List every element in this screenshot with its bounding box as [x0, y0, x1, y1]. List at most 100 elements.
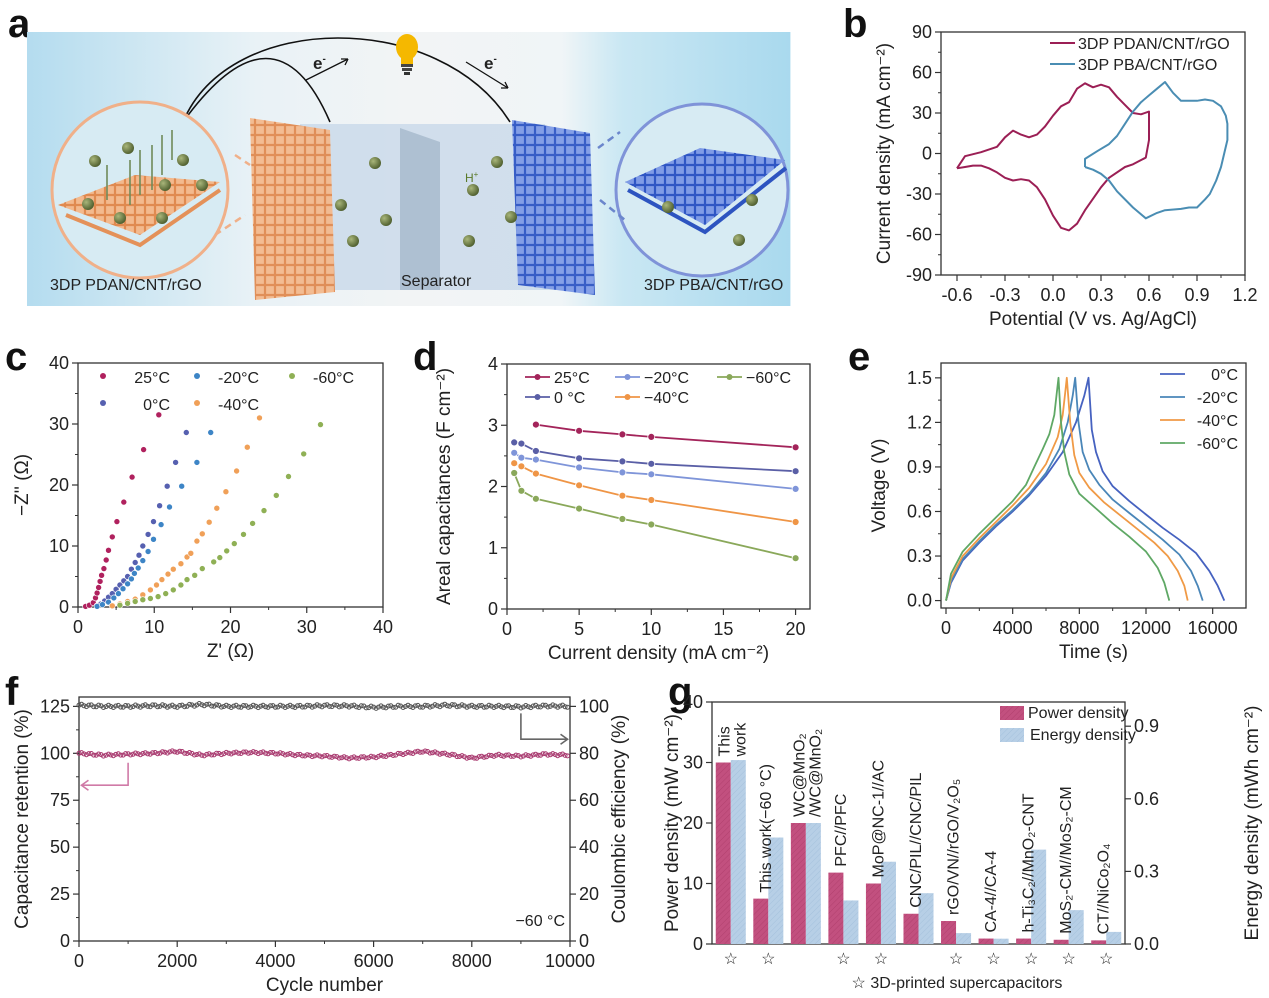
- star-3d-printed-icon: ☆: [1024, 951, 1038, 968]
- data-point: [167, 703, 173, 709]
- data-point: [312, 753, 318, 759]
- series-line: [535, 423, 796, 449]
- data-point: [525, 704, 531, 710]
- data-point: [290, 752, 296, 758]
- data-point: [575, 426, 584, 435]
- data-point: [275, 751, 281, 757]
- panel-letter-d: d: [413, 335, 438, 379]
- data-point: [152, 750, 158, 755]
- data-point: [403, 751, 408, 756]
- y2-tick-label: 0.3: [1134, 861, 1159, 881]
- data-point: [791, 554, 800, 563]
- data-point: [449, 751, 455, 757]
- left-axis-arrow: [81, 762, 129, 787]
- bar-power-density: [1016, 938, 1032, 944]
- star-3d-printed-icon: ☆: [724, 951, 738, 968]
- data-point: [268, 703, 273, 709]
- data-point: [488, 703, 494, 709]
- x-tick-label: 10: [641, 619, 661, 639]
- data-point: [510, 448, 519, 457]
- y-tick-label: 60: [912, 63, 932, 83]
- data-point: [191, 572, 198, 579]
- data-point: [150, 702, 156, 708]
- y-tick-label: -30: [906, 184, 932, 204]
- chart-areal-capacitance: 0 5 10 15 20 0 1 2 3 4 Current density (mA cm⁻²) Ar…: [434, 354, 811, 664]
- data-point: [135, 551, 143, 559]
- legend-label: -20°C: [218, 370, 259, 387]
- legend-label: -20°C: [1197, 390, 1238, 407]
- data-point: [93, 589, 101, 597]
- legend-swatch-energy: [1000, 728, 1024, 742]
- data-point: [96, 702, 102, 708]
- data-point: [341, 754, 347, 760]
- footnote-3d-printed: ☆ 3D-printed supercapacitors: [852, 975, 1063, 992]
- data-point: [123, 751, 129, 757]
- bar-energy-density: [843, 900, 859, 944]
- gcd-curve: [945, 376, 1204, 601]
- data-point: [191, 752, 197, 758]
- legend-marker: [289, 373, 295, 379]
- data-point: [184, 751, 190, 756]
- panel-letter-a: a: [8, 2, 31, 46]
- data-point: [618, 457, 627, 466]
- data-point: [339, 755, 345, 761]
- data-point: [496, 702, 502, 708]
- data-point: [555, 753, 561, 759]
- gcd-curve: [945, 376, 1171, 601]
- data-point: [120, 498, 128, 506]
- data-point: [304, 702, 310, 708]
- data-point: [422, 702, 428, 708]
- data-point: [133, 702, 138, 708]
- data-point: [295, 703, 300, 709]
- category-label: CT//NiCo₂O₄: [1096, 843, 1113, 934]
- data-point: [263, 750, 269, 756]
- data-point: [417, 749, 423, 755]
- electron-arrow-left: [305, 58, 349, 81]
- data-point: [96, 751, 102, 757]
- data-point: [103, 704, 109, 710]
- category-label: This work(−60 °C): [758, 764, 775, 893]
- data-point: [517, 453, 526, 462]
- data-point: [550, 702, 556, 708]
- data-point: [523, 703, 529, 708]
- y-tick-label: 1.5: [907, 368, 932, 388]
- data-point: [223, 749, 229, 755]
- y2-tick-label: 100: [579, 696, 609, 716]
- data-point: [532, 469, 540, 478]
- panel-letter-c: c: [5, 335, 28, 379]
- category-label: MoS₂-CM//MoS₂-CM: [1058, 786, 1075, 934]
- gcd-curve: [945, 376, 1189, 601]
- data-point: [240, 531, 247, 538]
- data-point: [510, 469, 519, 477]
- y2-tick-label: 80: [579, 743, 599, 763]
- data-point: [560, 751, 566, 757]
- data-point: [205, 518, 213, 526]
- x-tick-label: 15: [713, 619, 733, 639]
- data-point: [172, 459, 179, 466]
- data-point: [390, 704, 396, 710]
- data-point: [187, 701, 192, 707]
- data-point: [83, 752, 89, 758]
- data-point: [344, 703, 350, 709]
- data-point: [476, 754, 482, 760]
- data-point: [221, 751, 227, 757]
- bar-energy-density: [1068, 910, 1084, 944]
- y2-tick-label: 0.0: [1134, 934, 1159, 954]
- data-point: [535, 752, 541, 758]
- data-point: [361, 754, 367, 760]
- data-point: [131, 570, 138, 577]
- category-label: CNC/PIL//CNC/PIL: [908, 773, 925, 908]
- data-point: [575, 463, 584, 472]
- data-point: [461, 703, 467, 709]
- legend-label: Energy density: [1030, 727, 1136, 744]
- data-point: [466, 755, 472, 760]
- data-point: [250, 702, 256, 708]
- data-point: [164, 570, 172, 578]
- data-point: [378, 752, 384, 758]
- data-point: [93, 752, 99, 758]
- data-point: [444, 752, 450, 758]
- data-point: [459, 702, 465, 708]
- data-point: [466, 703, 472, 709]
- data-point: [172, 749, 178, 755]
- data-point: [172, 704, 178, 710]
